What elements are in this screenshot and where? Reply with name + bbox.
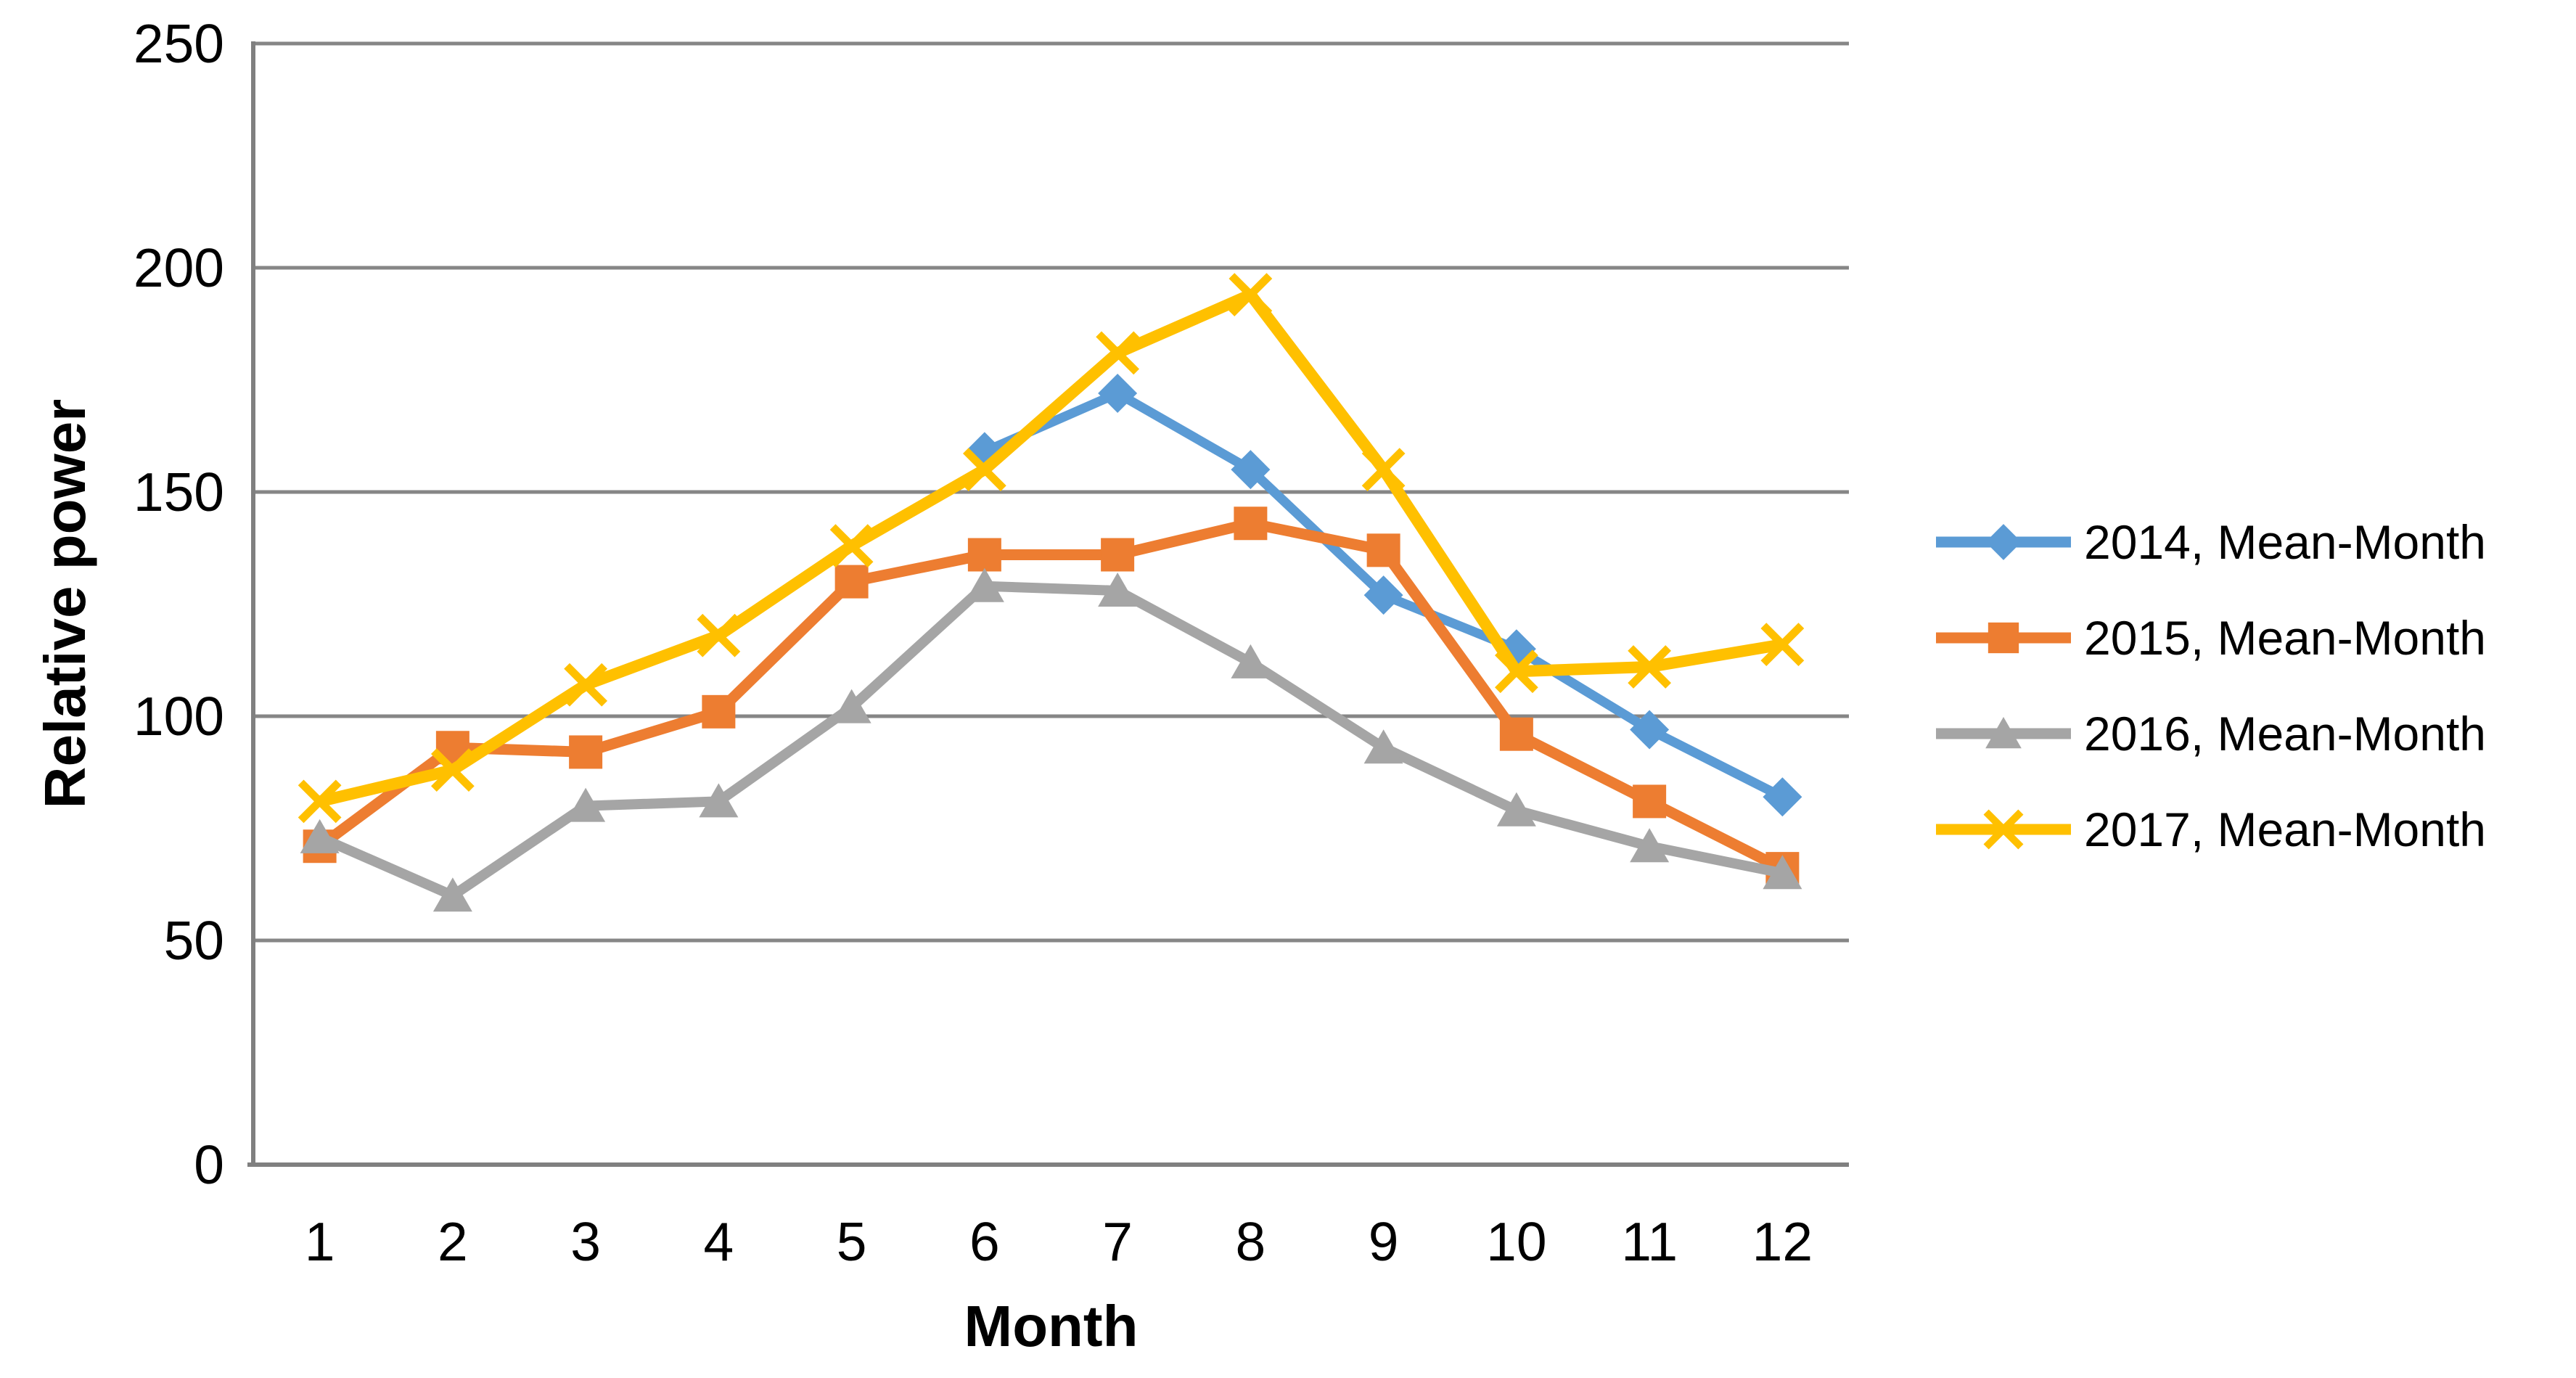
series-2016 bbox=[300, 567, 1802, 912]
data-point-marker bbox=[834, 565, 869, 599]
data-point-marker bbox=[1763, 777, 1802, 817]
data-point-marker bbox=[1496, 792, 1536, 827]
legend-item-2016: 2016, Mean-Month bbox=[1935, 686, 2486, 782]
series-line bbox=[318, 289, 1784, 808]
legend-marker-square-icon bbox=[1936, 622, 2071, 654]
legend-label: 2015, Mean-Month bbox=[2084, 611, 2487, 665]
y-tick-label: 50 bbox=[164, 910, 224, 971]
x-tick-label: 9 bbox=[1369, 1211, 1399, 1272]
data-point-marker bbox=[1630, 710, 1670, 750]
x-tick-label: 5 bbox=[837, 1211, 867, 1272]
data-point-marker bbox=[1363, 575, 1403, 615]
x-tick-label: 10 bbox=[1486, 1211, 1546, 1272]
data-point-marker bbox=[1101, 538, 1135, 572]
legend-label: 2014, Mean-Month bbox=[2084, 515, 2487, 569]
legend-item-2014: 2014, Mean-Month bbox=[1935, 494, 2486, 590]
legend: 2014, Mean-Month 2015, Mean-Month 2016, … bbox=[1935, 494, 2486, 877]
data-point-marker bbox=[566, 787, 606, 822]
x-tick-label: 12 bbox=[1752, 1211, 1813, 1272]
x-tick-label: 1 bbox=[305, 1211, 335, 1272]
data-point-marker bbox=[1098, 572, 1138, 607]
data-point-marker bbox=[1231, 644, 1271, 678]
data-point-marker bbox=[298, 779, 342, 824]
data-point-marker bbox=[1231, 450, 1271, 490]
legend-marker-diamond-icon bbox=[1936, 524, 2071, 560]
x-tick-label: 6 bbox=[969, 1211, 1000, 1272]
x-tick-label: 3 bbox=[570, 1211, 601, 1272]
data-point-marker bbox=[1494, 649, 1538, 694]
data-point-marker bbox=[699, 783, 739, 818]
x-tick-label: 2 bbox=[438, 1211, 468, 1272]
data-point-marker bbox=[1499, 717, 1533, 751]
data-point-marker bbox=[1228, 273, 1273, 316]
legend-item-2015: 2015, Mean-Month bbox=[1935, 590, 2486, 686]
data-point-marker bbox=[432, 877, 472, 912]
data-point-marker bbox=[1628, 645, 1672, 689]
legend-label: 2017, Mean-Month bbox=[2084, 803, 2487, 856]
x-axis-title: Month bbox=[964, 1294, 1139, 1358]
data-point-marker bbox=[1633, 784, 1667, 819]
series-line bbox=[316, 517, 1785, 874]
data-point-marker bbox=[1985, 524, 2022, 560]
data-point-marker bbox=[832, 689, 871, 723]
legend-label: 2016, Mean-Month bbox=[2084, 707, 2487, 760]
data-point-marker bbox=[1630, 828, 1670, 863]
series-line bbox=[317, 581, 1784, 901]
data-point-marker bbox=[1098, 374, 1138, 414]
data-point-marker bbox=[967, 538, 1001, 572]
data-point-marker bbox=[1096, 331, 1140, 375]
data-point-marker bbox=[697, 613, 741, 657]
series-2017 bbox=[298, 273, 1805, 824]
data-point-marker bbox=[1983, 809, 2024, 850]
data-point-marker bbox=[1363, 729, 1403, 764]
y-tick-label: 250 bbox=[134, 13, 224, 74]
data-point-marker bbox=[1988, 622, 2019, 654]
data-point-marker bbox=[829, 524, 874, 568]
x-tick-label: 8 bbox=[1236, 1211, 1266, 1272]
legend-marker-triangle-icon bbox=[1936, 717, 2071, 749]
y-tick-label: 0 bbox=[194, 1134, 224, 1195]
y-tick-label: 100 bbox=[134, 686, 224, 747]
data-point-marker bbox=[1234, 507, 1268, 541]
x-tick-label: 11 bbox=[1621, 1211, 1678, 1272]
data-point-marker bbox=[564, 663, 608, 707]
legend-item-2017: 2017, Mean-Month bbox=[1935, 782, 2486, 877]
y-tick-label: 200 bbox=[134, 237, 224, 298]
y-axis-title: Relative power bbox=[33, 398, 97, 809]
data-point-marker bbox=[1361, 448, 1406, 491]
data-point-marker bbox=[962, 448, 1006, 491]
data-point-marker bbox=[702, 694, 736, 729]
data-point-marker bbox=[1366, 533, 1400, 567]
y-tick-label: 150 bbox=[134, 462, 224, 522]
data-point-marker bbox=[1985, 717, 2022, 749]
x-tick-label: 4 bbox=[704, 1211, 734, 1272]
data-point-marker bbox=[300, 819, 340, 853]
data-point-marker bbox=[430, 748, 475, 792]
data-point-marker bbox=[1763, 855, 1802, 890]
x-tick-label: 7 bbox=[1102, 1211, 1133, 1272]
data-point-marker bbox=[964, 567, 1004, 602]
data-point-marker bbox=[1760, 623, 1805, 667]
data-point-marker bbox=[569, 735, 603, 769]
legend-marker-x-icon bbox=[1936, 809, 2071, 850]
